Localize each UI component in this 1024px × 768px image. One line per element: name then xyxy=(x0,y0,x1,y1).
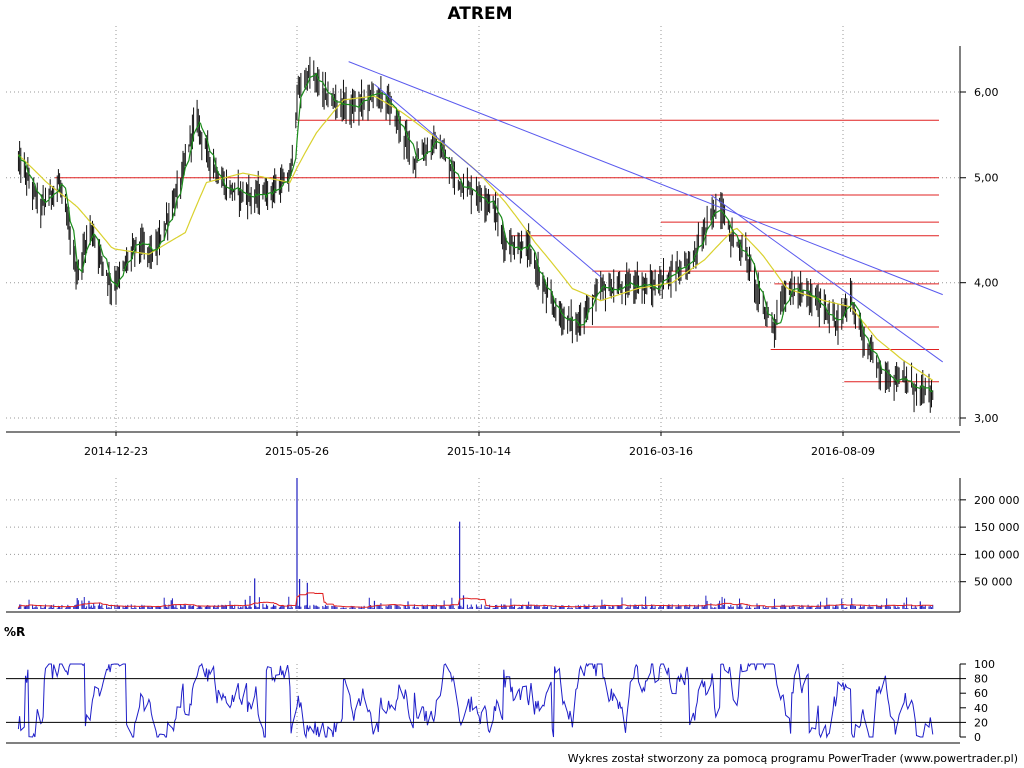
volume-bars xyxy=(17,478,934,609)
close-line xyxy=(17,72,934,393)
date-tick-label: 2016-03-16 xyxy=(629,445,693,458)
footer-credit: Wykres został stworzony za pomocą progra… xyxy=(568,752,1018,765)
price-tick-label: 5,00 xyxy=(974,172,999,185)
williams-r-label: %R xyxy=(4,625,25,639)
volume-tick-label: 100 000 xyxy=(974,548,1020,561)
price-bars xyxy=(17,56,934,413)
williams-r-tick-label: 60 xyxy=(974,687,988,700)
volume-axes: 50 000 100 000 150 000 200 000 xyxy=(6,478,1020,613)
price-panel: 3,004,005,006,00 2014-12-23 2015-05-26 201… xyxy=(6,26,999,458)
williams-r-series-line xyxy=(17,662,934,739)
trend-line xyxy=(374,83,602,278)
price-tick-label: 3,00 xyxy=(974,412,999,425)
support-resistance-lines xyxy=(54,119,939,383)
date-tick-label: 2015-05-26 xyxy=(265,445,329,458)
volume-average-line xyxy=(17,592,933,609)
williams-r-tick-label: 80 xyxy=(974,673,988,686)
price-tick-label: 4,00 xyxy=(974,277,999,290)
price-tick-label: 6,00 xyxy=(974,86,999,99)
short-moving-average-line xyxy=(17,72,934,393)
volume-tick-label: 50 000 xyxy=(974,576,1013,589)
williams-r-tick-label: 100 xyxy=(974,658,995,671)
volume-average xyxy=(17,592,933,609)
volume-panel: 50 000 100 000 150 000 200 000 xyxy=(6,478,1020,613)
date-tick-label: 2016-08-09 xyxy=(811,445,875,458)
williams-r-line xyxy=(17,662,934,739)
williams-r-tick-label: 20 xyxy=(974,716,988,729)
williams-r-tick-label: 0 xyxy=(974,731,981,744)
trend-lines xyxy=(348,61,944,363)
williams-r-tick-label: 40 xyxy=(974,702,988,715)
volume-tick-label: 150 000 xyxy=(974,521,1020,534)
price-axes: 3,00 4,00 5,00 6,00 xyxy=(6,46,999,433)
volume-gridlines xyxy=(6,478,960,612)
chart-title: ATREM xyxy=(447,4,512,24)
date-axis: 2014-12-23 2015-05-26 2015-10-14 2016-03-16… xyxy=(84,432,875,458)
date-tick-label: 2014-12-23 xyxy=(84,445,148,458)
williams-r-gridlines xyxy=(115,664,844,737)
date-tick-label: 2015-10-14 xyxy=(447,445,511,458)
trend-line xyxy=(348,61,943,296)
volume-tick-label: 200 000 xyxy=(974,494,1020,507)
price-gridlines xyxy=(6,26,960,432)
trend-line xyxy=(710,194,944,363)
